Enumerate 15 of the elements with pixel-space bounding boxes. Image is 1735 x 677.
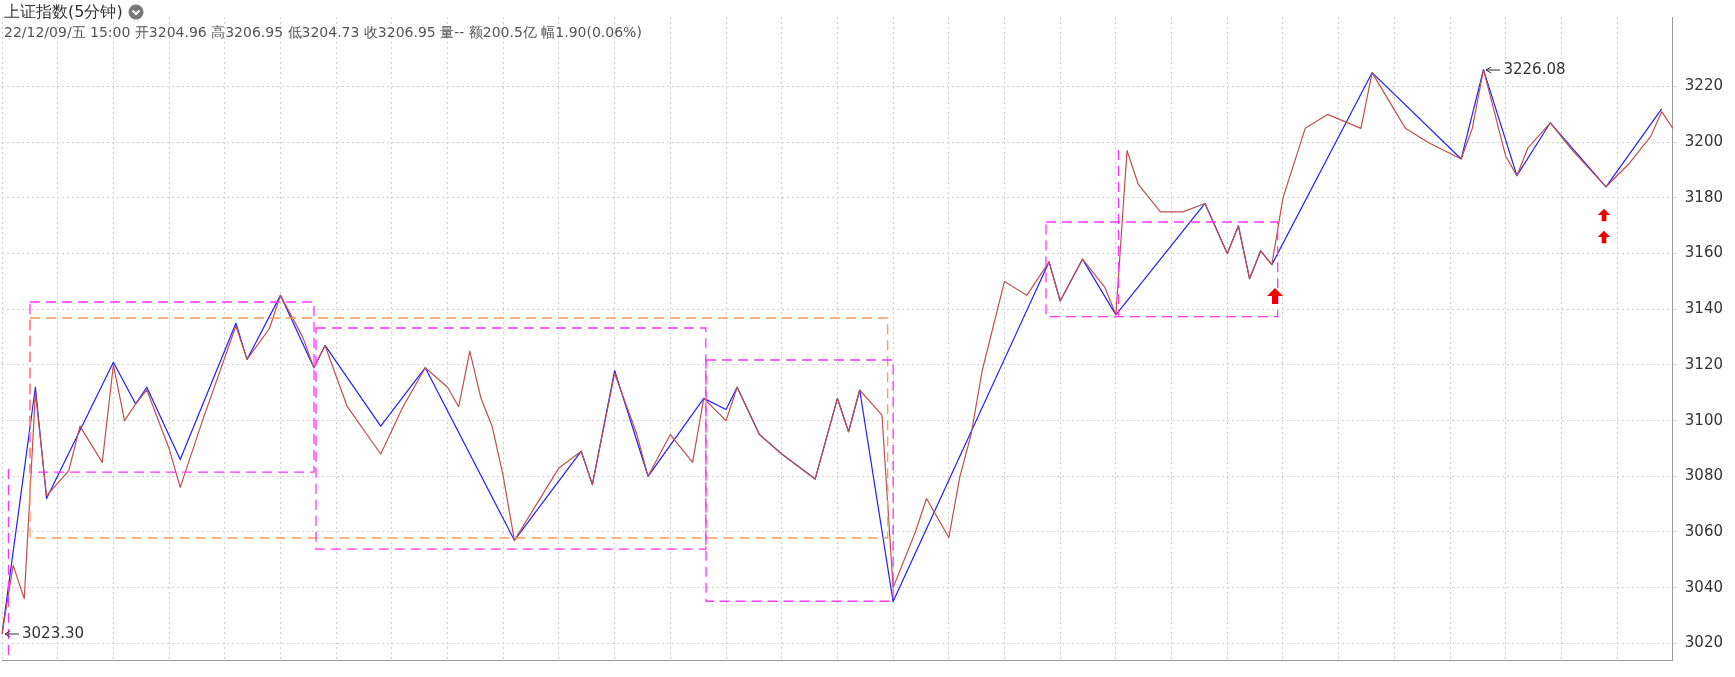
- y-tick-label: 3100: [1684, 410, 1724, 429]
- y-tick-label: 3140: [1684, 299, 1724, 318]
- y-tick-label: 3220: [1684, 76, 1724, 95]
- y-tick-label: 3160: [1684, 243, 1724, 262]
- y-tick-label: 3080: [1684, 466, 1724, 485]
- y-tick-label: 3200: [1684, 132, 1724, 151]
- y-tick-label: 3020: [1684, 633, 1724, 652]
- y-tick-label: 3180: [1684, 187, 1724, 206]
- annotation: 3226.08: [1503, 59, 1566, 78]
- y-tick-label: 3120: [1684, 354, 1724, 373]
- y-tick-label: 3060: [1684, 521, 1724, 540]
- chart-title: 上证指数(5分钟): [4, 2, 123, 22]
- y-tick-label: 3040: [1684, 577, 1724, 596]
- text: 22/12/09/五 15:00 开3204.96 高3206.95 低3204.73 收3206.95 量-- 额200.5亿 幅1.90(0.06%): [4, 23, 642, 42]
- annotation: 3023.30: [22, 624, 85, 642]
